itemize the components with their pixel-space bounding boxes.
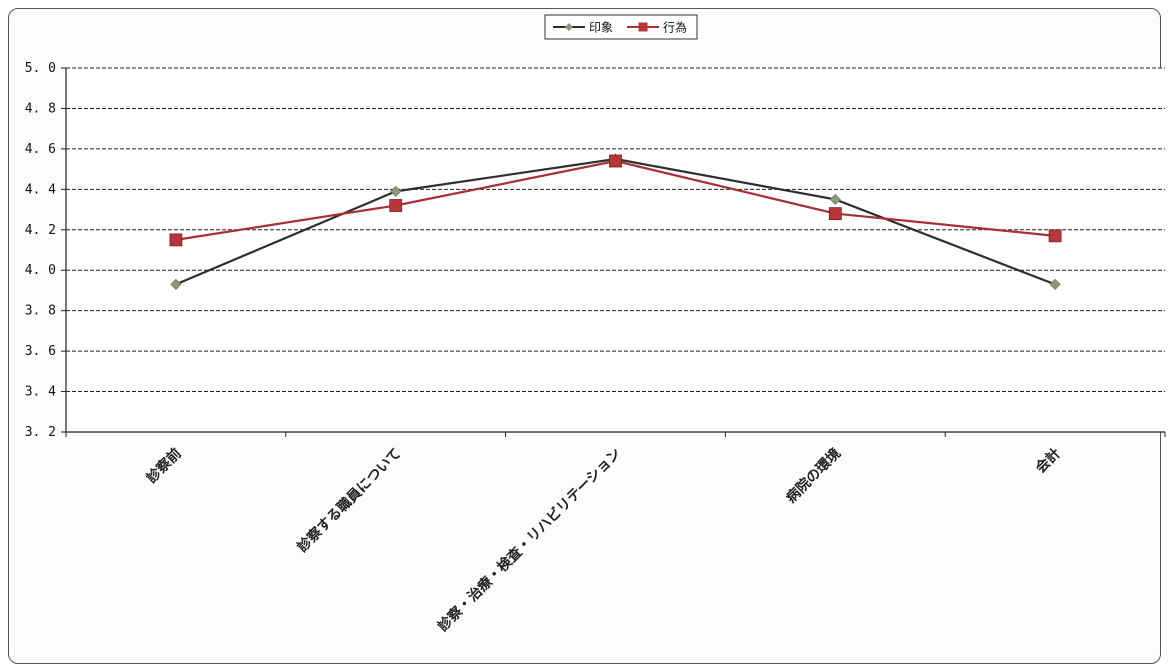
category-label: 病院の環境 <box>783 445 845 507</box>
data-point-marker <box>390 185 402 197</box>
plot-area <box>66 68 1165 432</box>
category-label: 会計 <box>1032 445 1064 477</box>
legend: 印象 行為 <box>544 14 698 40</box>
y-axis-ticks: 3. 2 3. 4 3. 6 3. 8 4. 0 4. 2 4. 4 4. 6 4. 8 5. 0 <box>25 61 66 440</box>
data-point-marker <box>1048 229 1062 243</box>
gridlines <box>66 67 1165 393</box>
y-tick-label: 3. 2 <box>25 425 56 440</box>
category-label: 診察・治療・検査・リハビリテーション <box>434 445 624 635</box>
data-point-marker <box>609 154 622 168</box>
category-label: 診察する職員について <box>294 445 405 556</box>
category-labels: 診察前 診察する職員について 診察・治療・検査・リハビリテーション 病院の環境 会計 <box>143 445 1064 635</box>
y-tick-label: 5. 0 <box>25 61 56 76</box>
y-tick-label: 4. 6 <box>25 142 56 157</box>
plot-background <box>66 68 1165 432</box>
data-point-marker <box>389 199 403 212</box>
y-tick-label: 4. 2 <box>25 223 56 238</box>
y-tick-label: 3. 6 <box>25 344 56 359</box>
y-tick-label: 4. 8 <box>25 101 56 116</box>
series-markers <box>169 153 1062 290</box>
legend-marker <box>638 22 648 32</box>
category-label: 診察前 <box>143 445 185 487</box>
data-point-marker <box>829 193 841 206</box>
legend-label: 行為 <box>663 21 687 35</box>
axes <box>65 68 1165 433</box>
y-tick-label: 4. 0 <box>25 263 56 278</box>
y-tick-label: 3. 4 <box>25 385 56 400</box>
data-point-marker <box>1049 278 1061 290</box>
x-axis-ticks <box>65 432 1166 437</box>
legend-marker <box>565 23 573 31</box>
data-point-marker <box>170 278 182 290</box>
y-tick-label: 3. 8 <box>25 304 56 319</box>
legend-label: 印象 <box>589 21 613 35</box>
y-tick-label: 4. 4 <box>25 182 56 197</box>
data-point-marker <box>169 233 183 247</box>
data-point-marker <box>828 207 842 221</box>
